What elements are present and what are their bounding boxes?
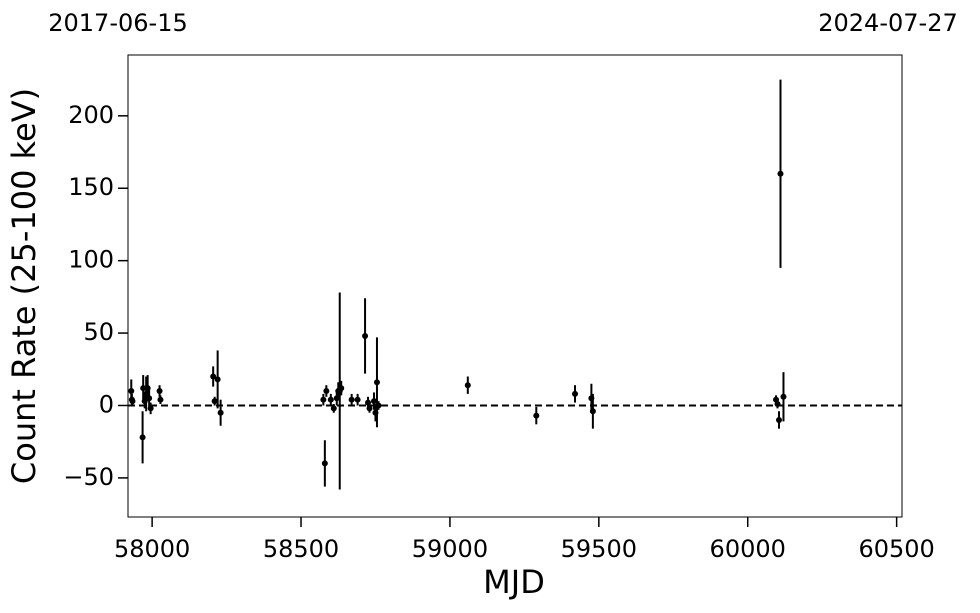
plot-frame: [127, 54, 903, 518]
x-tick-label: 60500: [858, 535, 934, 563]
data-point: [572, 390, 579, 397]
y-tick-label: 200: [68, 101, 114, 129]
data-point: [140, 385, 147, 392]
data-point: [330, 405, 337, 412]
data-point: [366, 405, 373, 412]
data-point: [777, 170, 784, 177]
x-tick-label: 58000: [114, 535, 190, 563]
y-tick-label: 50: [83, 318, 114, 346]
data-point: [327, 396, 334, 403]
data-point: [128, 388, 135, 394]
x-tick-label: 59500: [561, 535, 637, 563]
data-point: [338, 385, 345, 392]
x-tick-label: 59000: [412, 535, 488, 563]
data-point: [589, 408, 596, 415]
data-point: [776, 416, 783, 423]
data-point: [373, 379, 380, 386]
y-tick-label: 0: [99, 390, 114, 418]
start-date-label: 2017-06-15: [48, 9, 187, 37]
data-point: [774, 401, 781, 408]
data-point: [320, 396, 327, 403]
data-point: [533, 412, 540, 419]
data-point: [217, 409, 224, 416]
data-point: [157, 396, 164, 403]
data-point: [129, 398, 136, 405]
data-point: [156, 388, 163, 394]
data-point: [146, 395, 153, 402]
data-point: [370, 398, 377, 405]
y-axis-label: Count Rate (25-100 keV): [5, 88, 43, 484]
end-date-label: 2024-07-27: [818, 9, 957, 37]
data-point: [211, 398, 218, 405]
data-point: [354, 396, 361, 403]
x-tick-label: 60000: [710, 535, 786, 563]
data-point: [139, 434, 146, 441]
data-point: [147, 405, 154, 412]
data-point: [214, 376, 221, 383]
x-axis-label: MJD: [483, 563, 545, 601]
data-point: [375, 402, 382, 409]
x-tick-label: 58500: [263, 535, 339, 563]
y-tick-label: 100: [68, 246, 114, 274]
data-point: [348, 396, 355, 403]
data-point: [323, 388, 330, 394]
y-tick-label: −50: [63, 463, 114, 491]
data-point: [210, 373, 217, 380]
y-tick-label: 150: [68, 173, 114, 201]
data-point: [321, 460, 328, 467]
data-point: [780, 393, 787, 400]
data-point: [464, 382, 471, 389]
data-point: [362, 332, 369, 339]
